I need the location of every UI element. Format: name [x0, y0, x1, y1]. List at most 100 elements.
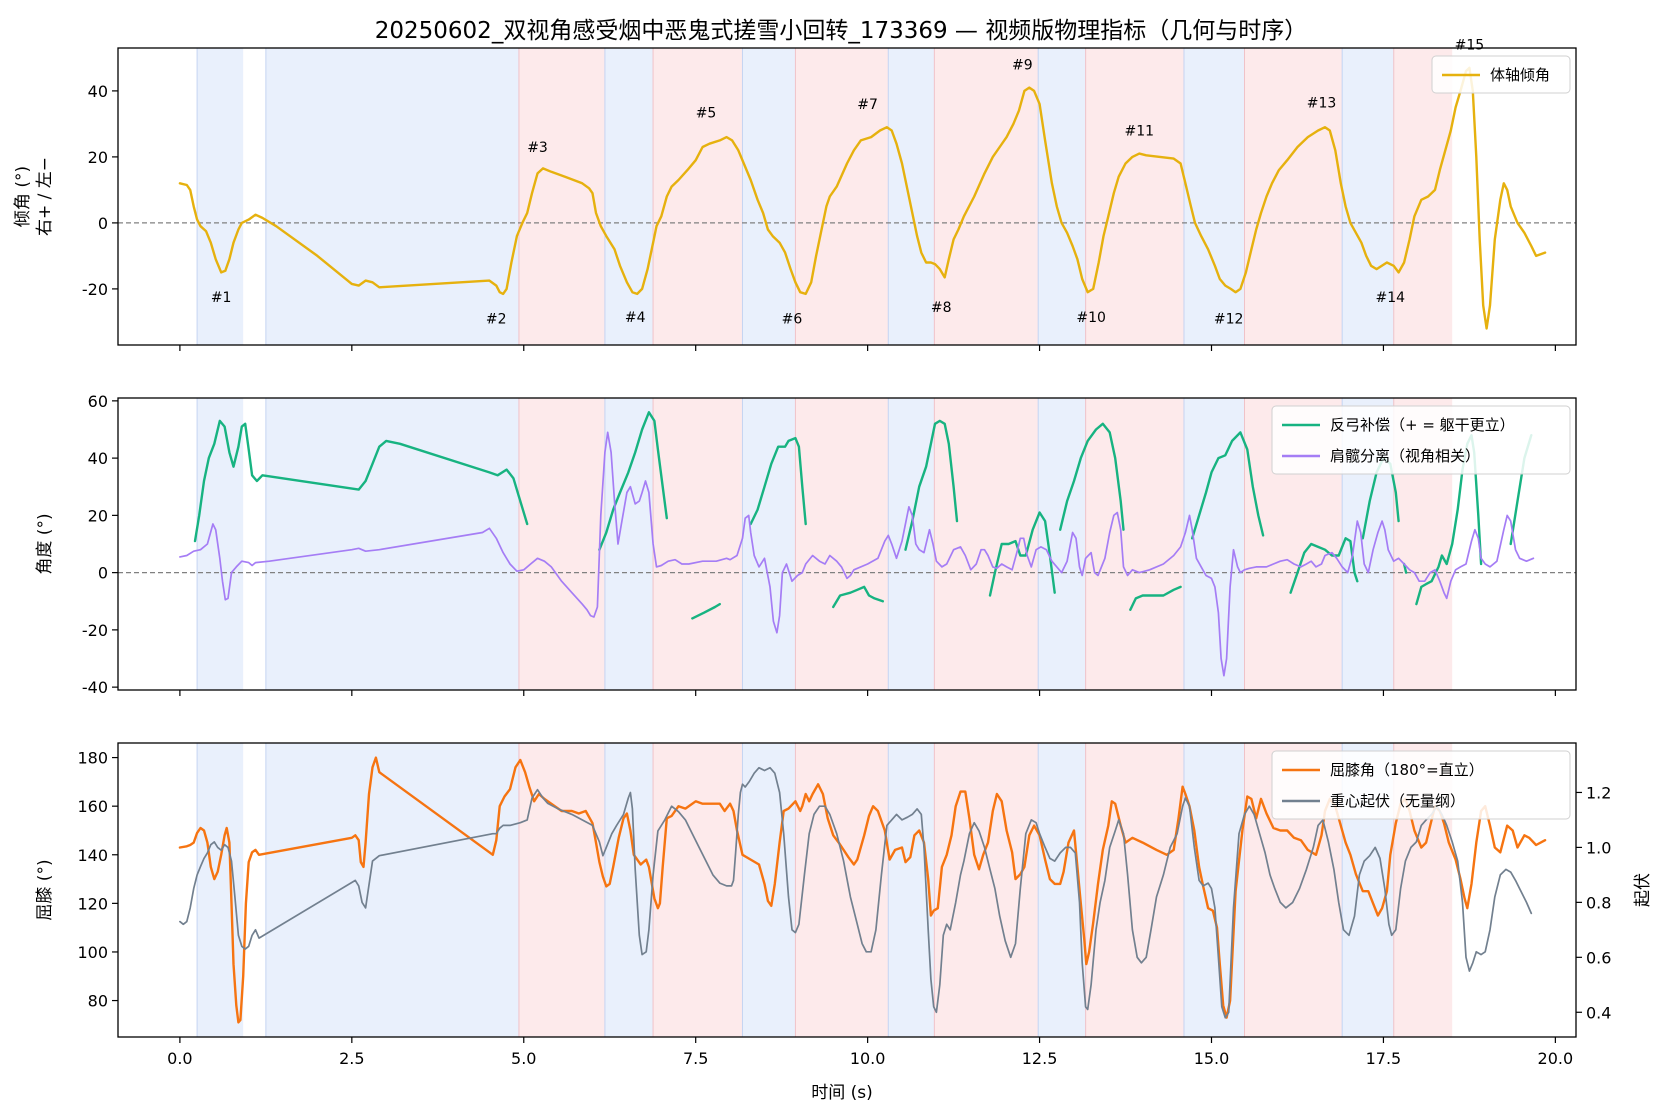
plot-frame [117, 742, 1577, 1038]
legend-box [1271, 405, 1571, 475]
panel-1: #1 #2 #3 #4 #5 #6 #7 #8 #9 #10 #11 #12 #13 #14 #15 -20 0… [13, 38, 1577, 351]
phase-band [1038, 398, 1086, 690]
y-tick-label: 20 [88, 148, 108, 167]
phase-band [795, 48, 889, 345]
turn-label: #6 [782, 312, 803, 328]
turn-label: #2 [486, 312, 507, 328]
series-line-reverse_bow [193, 419, 529, 543]
y-tick-label: 140 [77, 846, 108, 865]
legend: 屈膝角（180°=直立） 重心起伏（无量纲） [1271, 750, 1571, 820]
turn-label: #14 [1376, 290, 1406, 306]
phase-band [518, 743, 605, 1037]
x-tick-label: 5.0 [511, 1049, 536, 1068]
x-tick-label: 15.0 [1194, 1049, 1230, 1068]
series-line-reverse_bow [1289, 537, 1359, 594]
x-tick-label: 7.5 [683, 1049, 708, 1068]
phase-band [934, 48, 1039, 345]
legend-entry: 重心起伏（无量纲） [1330, 792, 1465, 810]
panel-2: -40 -20 0 20 40 60 角度 (°) 反弓补偿（+ = 躯干更立） 肩髋分离（视角… [35, 392, 1577, 697]
y-tick-label: -20 [82, 621, 108, 640]
phase-bands [196, 743, 1453, 1037]
phase-band [265, 398, 519, 690]
y2-tick-label: 0.6 [1586, 948, 1611, 967]
y-axis-label: 屈膝 (°) [35, 859, 55, 920]
phase-band [888, 743, 935, 1037]
phase-band [604, 398, 654, 690]
series-line-reverse_bow [691, 602, 721, 620]
turn-label: #7 [857, 97, 878, 113]
phase-band [518, 398, 605, 690]
y-tick-label: -20 [82, 280, 108, 299]
turn-label: #11 [1125, 124, 1155, 140]
y-tick-label: -40 [82, 678, 108, 697]
y-tick-label: 40 [88, 82, 108, 101]
y2-tick-label: 0.4 [1586, 1003, 1611, 1022]
phase-band [265, 48, 519, 345]
phase-band [1183, 48, 1245, 345]
y-axis-label: 倾角 (°) [13, 166, 33, 227]
legend-entry: 体轴倾角 [1490, 66, 1550, 84]
y2-tick-label: 0.8 [1586, 893, 1611, 912]
phase-band [795, 743, 889, 1037]
phase-band [197, 48, 244, 345]
y-tick-label: 100 [77, 943, 108, 962]
phase-band [888, 48, 935, 345]
y2-tick-label: 1.0 [1586, 838, 1611, 857]
phase-band [1038, 48, 1086, 345]
y-tick-label: 120 [77, 894, 108, 913]
series-line-reverse_bow [1191, 431, 1265, 540]
phase-band [1393, 48, 1453, 345]
turn-label: #9 [1012, 58, 1033, 74]
turn-label: #3 [527, 140, 548, 156]
legend-box [1431, 55, 1571, 94]
phase-band [265, 743, 519, 1037]
phase-band [653, 743, 743, 1037]
turn-label: #10 [1076, 310, 1106, 326]
series-line-reverse_bow [1059, 422, 1125, 531]
x-tick-label: 17.5 [1366, 1049, 1402, 1068]
phase-band [604, 48, 654, 345]
legend-entry: 屈膝角（180°=直立） [1330, 761, 1484, 779]
phase-band [888, 398, 935, 690]
y-tick-label: 60 [88, 392, 108, 411]
panels: #1 #2 #3 #4 #5 #6 #7 #8 #9 #10 #11 #12 #13 #14 #15 -20 0… [13, 38, 1653, 1068]
series-line-reverse_bow [598, 411, 668, 551]
series-line-reverse_bow [832, 585, 884, 609]
y-tick-label: 40 [88, 449, 108, 468]
series-line-shoulder_hip [179, 431, 1535, 677]
phase-band [653, 398, 743, 690]
series-lines [178, 66, 1547, 330]
x-tick-label: 0.0 [167, 1049, 192, 1068]
phase-band [795, 398, 889, 690]
y-tick-label: 20 [88, 506, 108, 525]
plot-frame [117, 47, 1577, 346]
phase-band [742, 48, 796, 345]
legend-box [1271, 750, 1571, 820]
chart-title: 20250602_双视角感受烟中恶鬼式搓雪小回转_173369 — 视频版物理指… [375, 18, 1308, 44]
y-tick-label: 180 [77, 749, 108, 768]
series-lines [179, 411, 1535, 677]
phase-bands [196, 48, 1453, 345]
y-tick-label: 0 [98, 564, 108, 583]
x-tick-label: 10.0 [850, 1049, 886, 1068]
series-line-reverse_bow [749, 436, 807, 526]
panel-3: 80 100 120 140 160 180 0.4 0.6 0.8 1.0 1.2 起伏 0.0 2.5… [35, 742, 1653, 1068]
y-tick-label: 0 [98, 214, 108, 233]
series-line-reverse_bow [904, 419, 959, 551]
turn-label: #5 [696, 105, 717, 121]
y-tick-label: 80 [88, 992, 108, 1011]
y2-tick-label: 1.2 [1586, 783, 1611, 802]
x-tick-label: 20.0 [1538, 1049, 1574, 1068]
series-line-reverse_bow [988, 511, 1056, 597]
phase-band [197, 398, 244, 690]
y-axis-label-2: 右+ / 左− [35, 157, 55, 236]
phase-band [1085, 48, 1184, 345]
legend-entry: 肩髋分离（视角相关） [1330, 447, 1480, 465]
turn-label: #8 [931, 300, 952, 316]
phase-band [742, 743, 796, 1037]
phase-band [934, 743, 1039, 1037]
legend: 反弓补偿（+ = 躯干更立） 肩髋分离（视角相关） [1271, 405, 1571, 475]
phase-band [1085, 743, 1184, 1037]
turn-label: #15 [1455, 38, 1485, 54]
